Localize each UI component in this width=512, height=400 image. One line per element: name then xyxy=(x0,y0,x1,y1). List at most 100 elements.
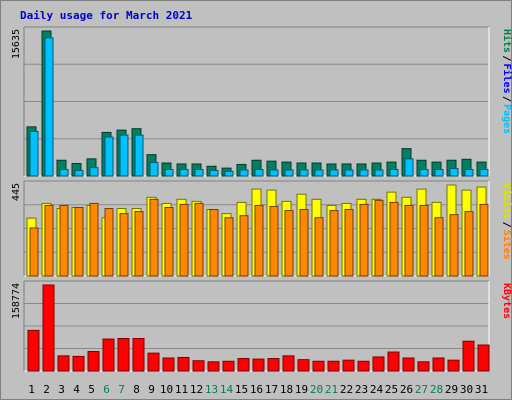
day-tick-label: 5 xyxy=(88,383,95,396)
bar-sites xyxy=(374,199,384,277)
bar-sites xyxy=(299,209,309,277)
legend-label: Files xyxy=(501,64,512,94)
bar-kbytes xyxy=(132,338,145,372)
bar-sites xyxy=(314,217,324,277)
bar-files xyxy=(404,158,414,177)
day-tick-label: 1 xyxy=(28,383,35,396)
day-tick-label: 9 xyxy=(148,383,155,396)
bar-kbytes xyxy=(372,356,385,372)
day-tick-label: 22 xyxy=(340,383,353,396)
bar-files xyxy=(44,37,54,177)
bar-sites xyxy=(449,214,459,277)
bar-files xyxy=(179,169,189,177)
bar-kbytes xyxy=(282,355,295,372)
day-tick-label: 8 xyxy=(133,383,140,396)
day-tick-label: 20 xyxy=(310,383,323,396)
bar-sites xyxy=(104,208,114,277)
day-tick-label: 18 xyxy=(280,383,293,396)
bar-files xyxy=(224,170,234,177)
bar-sites xyxy=(464,211,474,277)
bar-kbytes xyxy=(297,359,310,372)
bar-kbytes xyxy=(27,329,40,372)
bar-files xyxy=(104,136,114,177)
day-tick-label: 12 xyxy=(190,383,203,396)
bar-files xyxy=(434,169,444,177)
bar-kbytes xyxy=(147,352,160,372)
day-tick-label: 23 xyxy=(355,383,368,396)
day-tick-label: 6 xyxy=(103,383,110,396)
bar-sites xyxy=(44,204,54,277)
day-tick-label: 3 xyxy=(58,383,65,396)
bar-sites xyxy=(419,204,429,277)
bar-kbytes xyxy=(207,361,220,372)
bar-sites xyxy=(359,203,369,277)
bar-kbytes xyxy=(432,357,445,372)
bar-files xyxy=(329,169,339,177)
y-max-label: 445 xyxy=(11,183,22,201)
bar-kbytes xyxy=(42,284,55,372)
bar-files xyxy=(269,169,279,177)
bar-files xyxy=(419,169,429,177)
bar-kbytes xyxy=(57,355,70,372)
legend-label: Hits xyxy=(501,29,512,53)
bar-files xyxy=(194,169,204,177)
day-tick-label: 21 xyxy=(325,383,338,396)
bar-sites xyxy=(134,211,144,277)
bar-sites xyxy=(29,227,39,277)
bar-files xyxy=(89,167,99,177)
bar-files xyxy=(74,169,84,177)
bar-sites xyxy=(404,204,414,277)
bar-files xyxy=(149,162,159,177)
day-tick-label: 31 xyxy=(475,383,488,396)
bar-kbytes xyxy=(312,360,325,372)
bar-kbytes xyxy=(342,359,355,372)
legend-separator: / xyxy=(501,96,512,102)
bar-sites xyxy=(209,209,219,277)
bar-sites xyxy=(239,215,249,277)
bar-files xyxy=(314,169,324,177)
day-tick-label: 4 xyxy=(73,383,80,396)
bar-sites xyxy=(194,202,204,277)
bar-files xyxy=(164,169,174,177)
legend-separator: / xyxy=(501,55,512,61)
bar-files xyxy=(464,169,474,177)
bar-kbytes xyxy=(267,358,280,372)
day-tick-label: 24 xyxy=(370,383,384,396)
bar-kbytes xyxy=(357,360,370,372)
day-tick-label: 13 xyxy=(205,383,218,396)
chart-title: Daily usage for March 2021 xyxy=(20,9,193,22)
day-tick-label: 19 xyxy=(295,383,308,396)
legend-separator: / xyxy=(501,222,512,228)
day-tick-label: 11 xyxy=(175,383,188,396)
bar-sites xyxy=(179,203,189,277)
day-tick-label: 16 xyxy=(250,383,263,396)
bar-files xyxy=(29,130,39,177)
bar-kbytes xyxy=(252,358,265,372)
bar-kbytes xyxy=(387,351,400,372)
legend-label: Pages xyxy=(501,104,512,134)
day-tick-label: 25 xyxy=(385,383,398,396)
bar-files xyxy=(239,169,249,177)
bar-files xyxy=(479,169,489,177)
bar-sites xyxy=(434,217,444,277)
bar-kbytes xyxy=(237,358,250,372)
day-tick-label: 28 xyxy=(430,383,443,396)
bar-sites xyxy=(479,203,489,277)
bar-sites xyxy=(74,206,84,277)
bar-files xyxy=(284,169,294,177)
bar-kbytes xyxy=(162,357,175,372)
bar-sites xyxy=(224,217,234,277)
day-tick-label: 7 xyxy=(118,383,125,396)
bar-files xyxy=(209,169,219,177)
y-max-label: 15635 xyxy=(11,29,22,59)
bar-kbytes xyxy=(102,338,115,372)
bar-sites xyxy=(329,210,339,277)
bar-sites xyxy=(164,206,174,277)
bar-files xyxy=(254,169,264,177)
bar-sites xyxy=(284,210,294,277)
bar-sites xyxy=(269,205,279,277)
day-tick-label: 30 xyxy=(460,383,473,396)
bar-kbytes xyxy=(417,361,430,372)
bar-files xyxy=(134,134,144,177)
